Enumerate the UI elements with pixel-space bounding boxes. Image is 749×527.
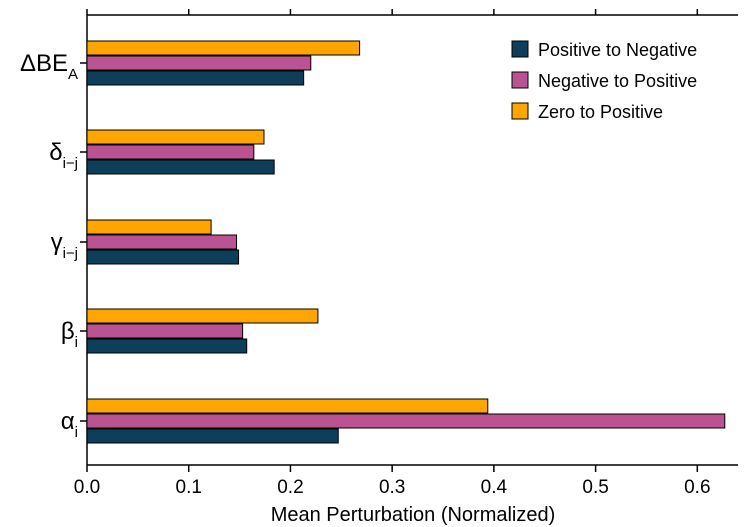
y-tick-label-base: β xyxy=(61,318,75,345)
y-tick-label: δi−j xyxy=(49,139,78,172)
bar-zero-to-positive xyxy=(86,219,212,235)
bar-zero-to-positive xyxy=(86,308,319,324)
y-tick-label: βi xyxy=(61,318,78,351)
legend: Positive to Negative Negative to Positive… xyxy=(511,40,697,122)
bar-positive-to-negative xyxy=(86,159,275,175)
x-tick-label: 0.1 xyxy=(176,477,202,498)
x-axis-title: Mean Perturbation (Normalized) xyxy=(271,504,556,526)
y-tick-label-subscript: i xyxy=(75,334,78,351)
x-tick-label: 0.2 xyxy=(277,477,303,498)
y-tick-label-subscript: i xyxy=(75,424,78,441)
legend-label: Negative to Positive xyxy=(538,71,697,91)
y-tick-label: γi−j xyxy=(51,229,78,262)
bar-negative-to-positive xyxy=(86,234,238,250)
bar-positive-to-negative xyxy=(86,70,305,86)
x-tick-label: 0.6 xyxy=(684,477,710,498)
bars-group xyxy=(86,40,726,444)
bar-negative-to-positive xyxy=(86,144,255,160)
legend-swatch xyxy=(511,102,529,120)
bar-zero-to-positive xyxy=(86,129,265,145)
bar-zero-to-positive xyxy=(86,40,361,56)
legend-swatch xyxy=(511,40,529,58)
y-tick-label: αi xyxy=(61,408,78,441)
y-tick-label-base: ΔBE xyxy=(20,50,68,77)
legend-swatch xyxy=(511,71,529,89)
bar-negative-to-positive xyxy=(86,323,244,339)
bar-positive-to-negative xyxy=(86,428,339,444)
y-tick-label-base: α xyxy=(61,408,75,435)
y-tick-label-subscript: i−j xyxy=(63,245,78,262)
bar-zero-to-positive xyxy=(86,398,489,414)
y-tick-label-base: δ xyxy=(49,139,62,166)
x-tick-label: 0.3 xyxy=(379,477,405,498)
bar-positive-to-negative xyxy=(86,338,248,354)
y-tick-label: ΔBEA xyxy=(20,50,78,83)
x-tick-label: 0.4 xyxy=(481,477,508,498)
y-tick-label-subscript: A xyxy=(68,66,78,83)
x-tick-label: 0.5 xyxy=(582,477,608,498)
legend-label: Zero to Positive xyxy=(538,102,663,122)
y-tick-label-base: γ xyxy=(51,229,63,256)
x-axis: 0.0 0.1 0.2 0.3 0.4 0.5 0.6 xyxy=(74,9,711,498)
bar-negative-to-positive xyxy=(86,413,726,429)
legend-label: Positive to Negative xyxy=(538,40,697,60)
bar-positive-to-negative xyxy=(86,249,240,265)
y-tick-label-subscript: i−j xyxy=(63,155,78,172)
bar-negative-to-positive xyxy=(86,55,312,71)
x-tick-label: 0.0 xyxy=(74,477,100,498)
